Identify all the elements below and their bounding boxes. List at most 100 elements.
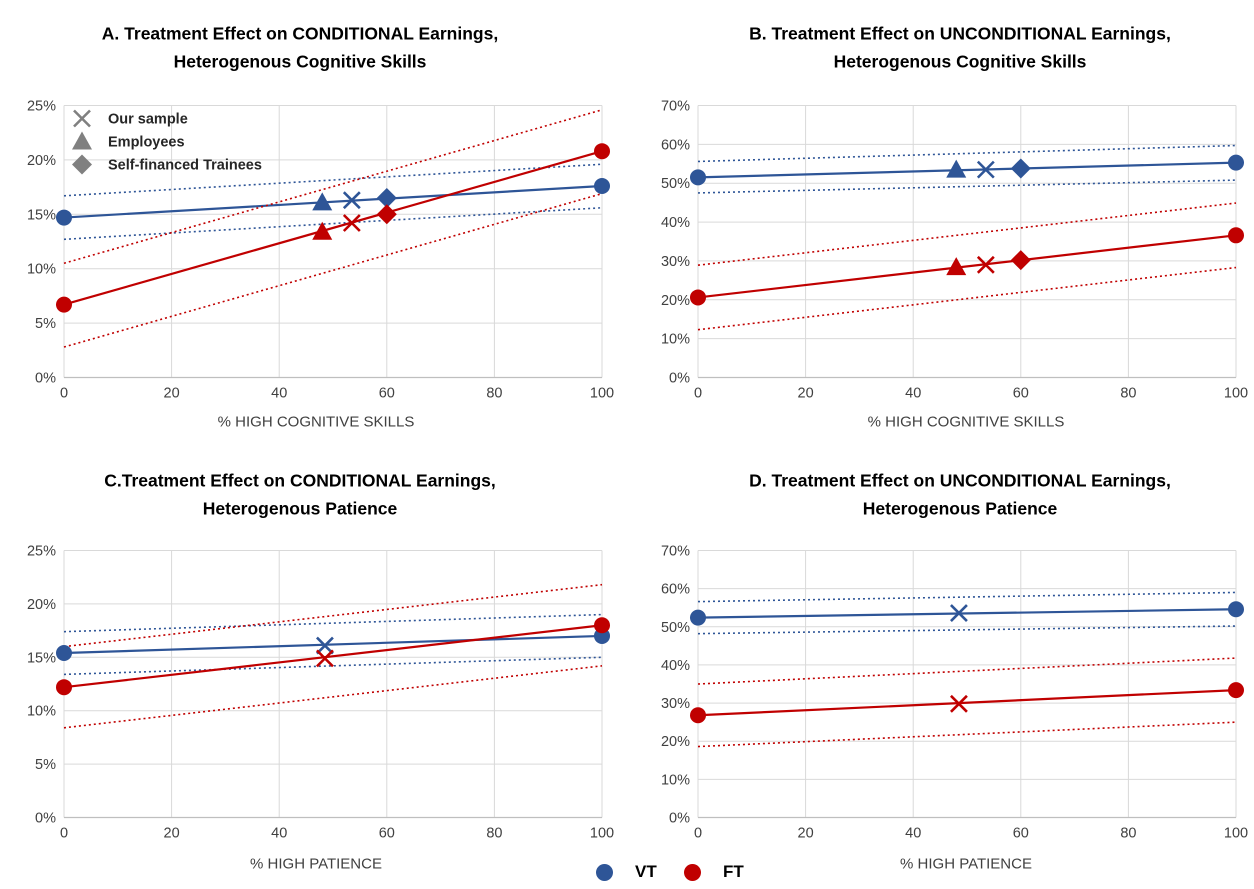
ci-lower-line-ft [697,266,1237,331]
endpoint-point-ft [594,617,610,634]
endpoint-point-ft [1228,227,1244,244]
series-line-vt [697,608,1237,619]
marker-x-ft [976,255,995,274]
ci-upper-line-ft [63,583,603,648]
ci-upper-line-ft [63,109,603,265]
marker-x-vt [976,160,995,179]
x-tick-label: 100 [590,826,614,842]
ci-upper-line-ft [697,657,1237,685]
y-tick-label: 60% [661,137,690,153]
series-line-ft [697,689,1237,717]
endpoint-point-vt [1228,601,1244,618]
x-tick-label: 40 [905,386,921,402]
endpoint-point-ft [56,296,72,313]
ci-upper-line-vt [63,613,603,633]
marker-x-vt [342,191,361,210]
chart-title-line-2: Heterogenous Patience [863,499,1058,519]
y-tick-label: 20% [661,293,690,309]
marker-legend-diamond-icon [72,154,92,175]
y-tick-label: 5% [35,757,56,773]
marker-diamond-ft [376,204,397,225]
panel-a: A. Treatment Effect on CONDITIONAL Earni… [27,24,614,431]
x-axis-label: % HIGH PATIENCE [900,856,1032,873]
ci-lower-line-vt [697,179,1237,194]
x-axis-label: % HIGH COGNITIVE SKILLS [218,414,415,431]
x-tick-label: 40 [905,826,921,842]
y-tick-label: 10% [661,772,690,788]
x-axis-label: % HIGH COGNITIVE SKILLS [868,414,1065,431]
endpoint-point-ft [690,707,706,724]
series-line-vt [697,161,1237,179]
marker-x-vt [950,604,968,622]
marker-x-ft [316,649,334,668]
x-tick-label: 60 [379,826,395,842]
endpoint-point-ft [594,143,610,160]
ci-lower-line-ft [697,721,1237,748]
chart-title-line-1: D. Treatment Effect on UNCONDITIONAL Ear… [749,471,1171,491]
y-tick-label: 40% [661,658,690,674]
endpoint-point-vt [594,178,610,195]
marker-diamond-vt [1010,158,1031,179]
endpoint-point-vt [56,645,72,662]
y-tick-label: 15% [27,207,56,223]
y-tick-label: 30% [661,254,690,270]
marker-x-ft [950,694,968,713]
series-line-ft [63,150,603,306]
y-tick-label: 10% [661,332,690,348]
ci-lower-line-ft [63,665,603,729]
x-tick-label: 100 [590,386,614,402]
marker-legend-triangle-icon [72,131,92,150]
chart-title-line-1: B. Treatment Effect on UNCONDITIONAL Ear… [749,24,1171,44]
marker-legend-label-0: Our sample [108,112,188,128]
legend-label-vt: VT [635,862,657,881]
x-tick-label: 100 [1224,826,1248,842]
y-tick-label: 50% [661,176,690,192]
marker-x-vt [316,636,334,655]
x-tick-label: 100 [1224,386,1248,402]
y-tick-label: 0% [669,811,690,827]
x-tick-label: 40 [271,826,287,842]
y-tick-label: 0% [669,371,690,387]
endpoint-point-vt [56,209,72,226]
legend-item-vt: VT [596,858,657,886]
legend-label-ft: FT [723,862,744,881]
marker-triangle-ft [946,257,967,276]
x-tick-label: 80 [1120,826,1136,842]
y-tick-label: 70% [661,99,690,115]
x-tick-label: 60 [379,386,395,402]
series-line-vt [63,634,603,655]
ci-lower-line-ft [63,192,603,348]
chart-title-line-2: Heterogenous Cognitive Skills [834,52,1087,72]
marker-diamond-ft [1010,250,1031,271]
y-tick-label: 50% [661,620,690,636]
panel-c: C.Treatment Effect on CONDITIONAL Earnin… [27,471,614,873]
marker-x-ft [342,214,361,232]
series-line-vt [63,184,603,219]
y-tick-label: 30% [661,696,690,712]
ci-upper-line-ft [697,202,1237,266]
legend-marker-ft [684,863,701,881]
legend-item-ft: FT [684,858,744,886]
x-tick-label: 60 [1013,386,1029,402]
chart-title-line-1: C.Treatment Effect on CONDITIONAL Earnin… [104,471,496,491]
x-tick-label: 80 [486,386,502,402]
y-tick-label: 0% [35,371,56,387]
legend-marker-vt [596,863,613,881]
panel-d: D. Treatment Effect on UNCONDITIONAL Ear… [661,471,1248,873]
y-tick-label: 10% [27,704,56,720]
y-tick-label: 70% [661,544,690,560]
x-tick-label: 0 [60,386,68,402]
x-tick-label: 20 [798,386,814,402]
endpoint-point-vt [690,169,706,186]
endpoint-point-vt [1228,154,1244,171]
marker-legend-label-2: Self-financed Trainees [108,158,262,174]
marker-legend-x-icon [73,109,91,128]
x-tick-label: 80 [486,826,502,842]
ci-upper-line-vt [697,144,1237,163]
marker-triangle-vt [946,159,967,178]
x-axis-label: % HIGH PATIENCE [250,856,382,873]
x-tick-label: 80 [1120,386,1136,402]
x-tick-label: 20 [798,826,814,842]
y-tick-label: 20% [27,597,56,613]
series-line-ft [697,234,1237,299]
